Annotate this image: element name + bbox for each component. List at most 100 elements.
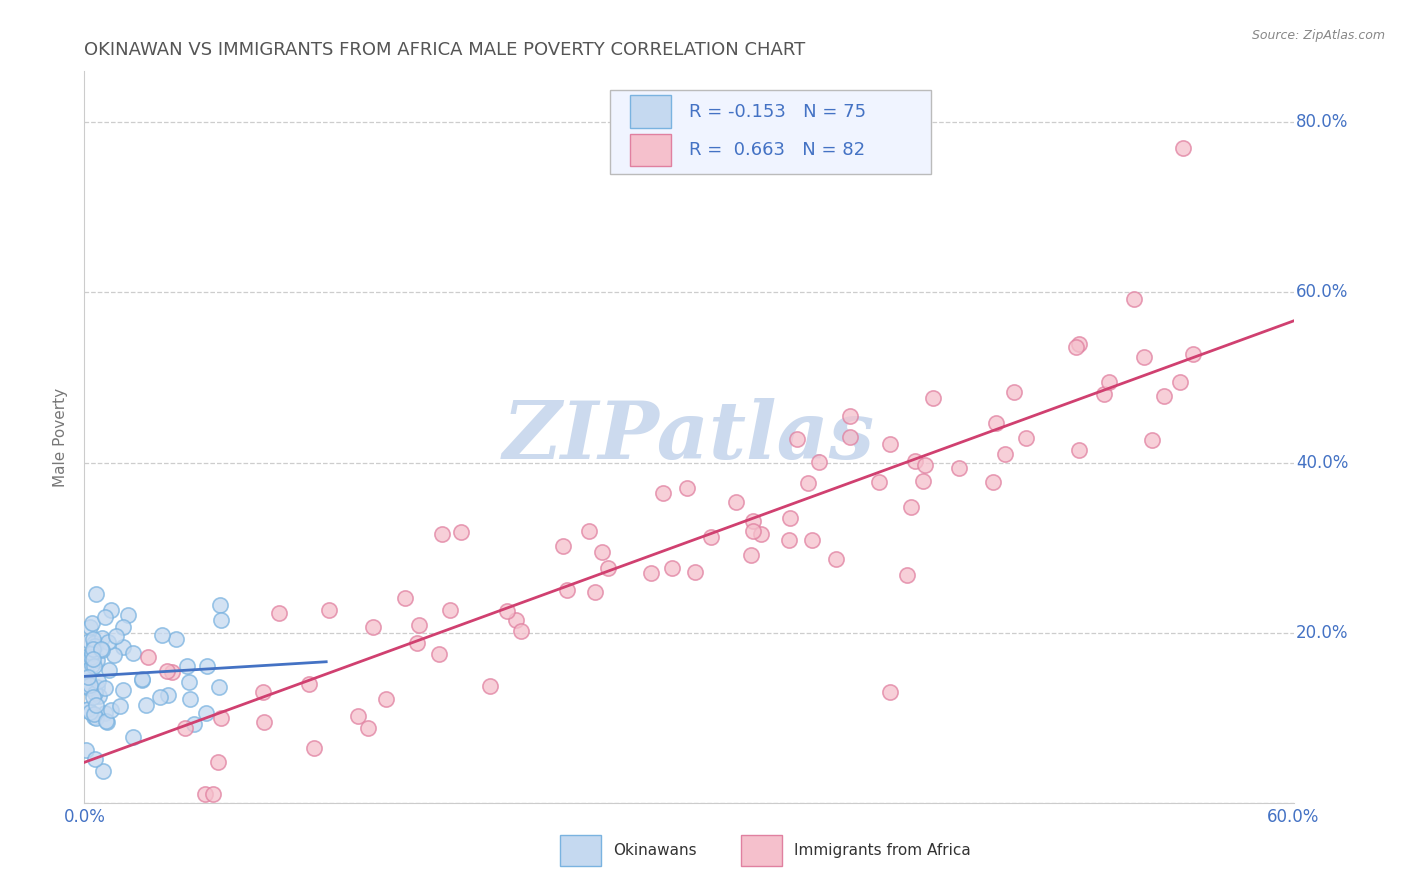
- Point: [94, 681, 117, 696]
- Point: [361, 619, 384, 633]
- Point: [1092, 387, 1115, 401]
- Point: [80, 649, 103, 664]
- Point: [904, 454, 927, 468]
- Point: [825, 551, 848, 566]
- Point: [1133, 350, 1156, 364]
- Text: ZIPatlas: ZIPatlas: [503, 399, 875, 475]
- Point: [1002, 385, 1025, 400]
- Point: [900, 500, 922, 514]
- Point: [84, 752, 107, 766]
- Point: [77, 702, 100, 716]
- Point: [79, 620, 101, 634]
- Point: [79, 678, 101, 692]
- Point: [77, 674, 100, 689]
- Point: [82, 652, 104, 666]
- Point: [83, 686, 105, 700]
- Point: [201, 787, 224, 801]
- Point: [84, 637, 107, 651]
- Point: [131, 673, 153, 687]
- Point: [112, 640, 135, 654]
- Point: [207, 755, 229, 769]
- Text: Source: ZipAtlas.com: Source: ZipAtlas.com: [1251, 29, 1385, 42]
- Point: [683, 565, 706, 579]
- Point: [839, 430, 862, 444]
- Point: [79, 634, 101, 648]
- Point: [94, 706, 117, 720]
- Point: [374, 691, 396, 706]
- Point: [583, 585, 606, 599]
- FancyBboxPatch shape: [610, 90, 931, 174]
- Point: [302, 740, 325, 755]
- Point: [131, 672, 153, 686]
- Point: [786, 433, 808, 447]
- Point: [80, 647, 103, 661]
- Point: [921, 391, 943, 405]
- Point: [357, 722, 380, 736]
- Point: [209, 598, 232, 612]
- Point: [83, 639, 105, 653]
- Point: [177, 675, 200, 690]
- Point: [86, 681, 108, 695]
- Point: [749, 526, 772, 541]
- Point: [150, 628, 173, 642]
- Point: [84, 587, 107, 601]
- Point: [427, 647, 450, 661]
- Point: [209, 613, 232, 627]
- Point: [90, 642, 112, 657]
- Text: 20.0%: 20.0%: [1296, 624, 1348, 641]
- Point: [1097, 376, 1119, 390]
- Point: [122, 730, 145, 744]
- Point: [110, 699, 132, 714]
- Point: [79, 706, 101, 720]
- Point: [1181, 347, 1204, 361]
- Point: [93, 609, 115, 624]
- Point: [135, 698, 157, 712]
- Point: [117, 608, 139, 623]
- Point: [298, 677, 321, 691]
- Point: [394, 591, 416, 605]
- Point: [84, 711, 107, 725]
- Point: [165, 632, 187, 646]
- Point: [1170, 375, 1192, 389]
- Point: [948, 460, 970, 475]
- Point: [551, 539, 574, 553]
- FancyBboxPatch shape: [630, 134, 671, 166]
- Point: [406, 636, 429, 650]
- Point: [156, 664, 179, 678]
- Point: [596, 561, 619, 575]
- Y-axis label: Male Poverty: Male Poverty: [53, 387, 69, 487]
- Point: [253, 714, 276, 729]
- Point: [346, 709, 368, 723]
- Point: [112, 620, 135, 634]
- Point: [91, 764, 114, 779]
- Point: [75, 703, 97, 717]
- Text: R =  0.663   N = 82: R = 0.663 N = 82: [689, 141, 865, 159]
- Point: [896, 567, 918, 582]
- Point: [82, 690, 104, 705]
- Text: OKINAWAN VS IMMIGRANTS FROM AFRICA MALE POVERTY CORRELATION CHART: OKINAWAN VS IMMIGRANTS FROM AFRICA MALE …: [84, 41, 806, 59]
- FancyBboxPatch shape: [741, 835, 782, 866]
- Point: [640, 566, 662, 581]
- Point: [252, 685, 274, 699]
- Point: [183, 717, 205, 731]
- Point: [179, 692, 201, 706]
- FancyBboxPatch shape: [560, 835, 600, 866]
- Point: [801, 533, 824, 547]
- Point: [156, 689, 179, 703]
- Point: [495, 604, 517, 618]
- Point: [911, 474, 934, 488]
- Point: [725, 495, 748, 509]
- Point: [1064, 340, 1087, 354]
- Point: [75, 665, 97, 679]
- Point: [90, 642, 112, 657]
- Point: [652, 486, 675, 500]
- Point: [1142, 433, 1164, 447]
- Point: [195, 658, 218, 673]
- Point: [89, 690, 111, 704]
- Point: [97, 664, 120, 678]
- Point: [740, 548, 762, 562]
- Point: [97, 635, 120, 649]
- Text: Immigrants from Africa: Immigrants from Africa: [794, 843, 972, 858]
- Point: [1015, 431, 1038, 445]
- Text: 40.0%: 40.0%: [1296, 454, 1348, 472]
